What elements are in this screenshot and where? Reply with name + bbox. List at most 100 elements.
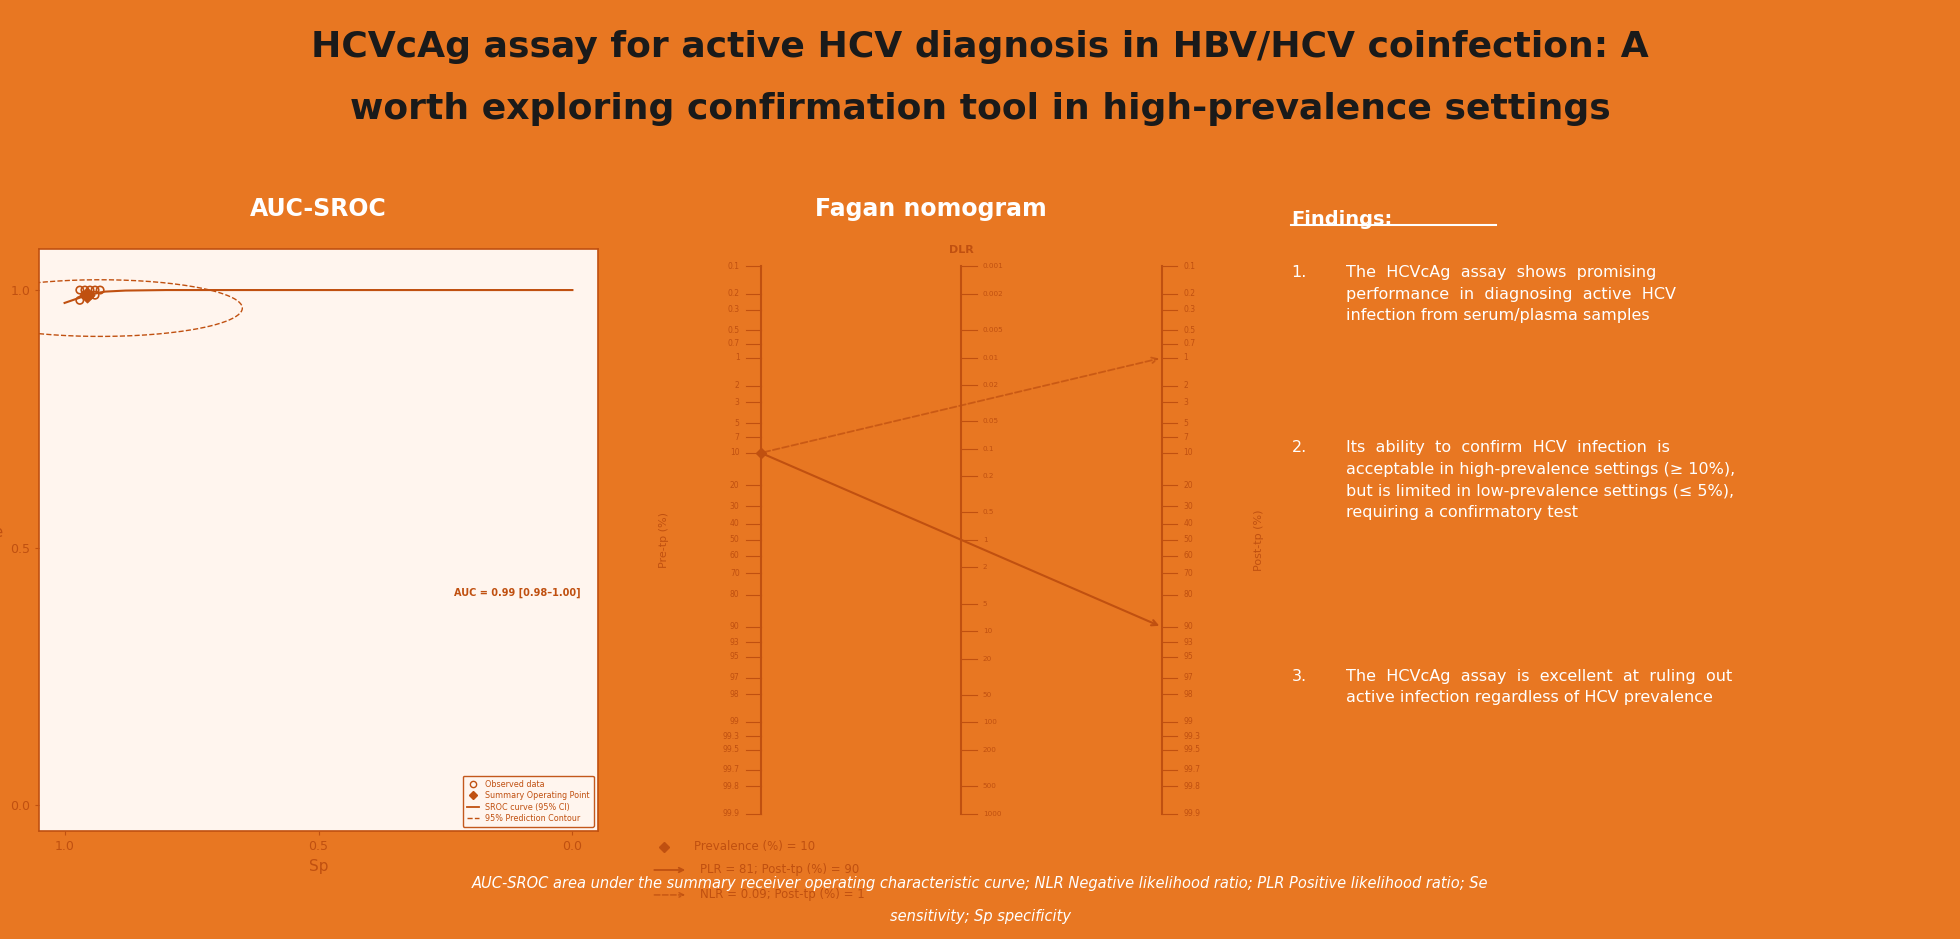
Text: 2: 2 — [735, 381, 739, 391]
Text: 50: 50 — [729, 535, 739, 545]
Text: Findings:: Findings: — [1292, 210, 1394, 229]
Text: 93: 93 — [729, 638, 739, 647]
Text: 50: 50 — [982, 692, 992, 698]
Text: 0.5: 0.5 — [1184, 326, 1196, 334]
Text: 60: 60 — [729, 551, 739, 561]
Text: The  HCVcAg  assay  shows  promising
performance  in  diagnosing  active  HCV
in: The HCVcAg assay shows promising perform… — [1347, 265, 1676, 323]
Text: 1000: 1000 — [982, 810, 1002, 817]
Legend: Observed data, Summary Operating Point, SROC curve (95% CI), 95% Prediction Cont: Observed data, Summary Operating Point, … — [463, 776, 594, 827]
Text: 2: 2 — [1184, 381, 1188, 391]
Text: 99.5: 99.5 — [723, 746, 739, 754]
Text: 1: 1 — [1184, 353, 1188, 362]
Text: 0.02: 0.02 — [982, 382, 1000, 388]
Text: 10: 10 — [729, 449, 739, 457]
Text: 97: 97 — [1184, 673, 1194, 682]
Text: 98: 98 — [729, 689, 739, 699]
Text: 0.3: 0.3 — [727, 305, 739, 315]
Text: 0.002: 0.002 — [982, 291, 1004, 297]
Y-axis label: Se: Se — [0, 525, 4, 540]
Text: worth exploring confirmation tool in high-prevalence settings: worth exploring confirmation tool in hig… — [349, 92, 1611, 126]
Text: Fagan nomogram: Fagan nomogram — [815, 197, 1047, 221]
Text: 100: 100 — [982, 719, 996, 725]
Point — [65, 283, 96, 298]
Text: sensitivity; Sp specificity: sensitivity; Sp specificity — [890, 909, 1070, 924]
Point — [69, 283, 100, 298]
Text: 10: 10 — [982, 628, 992, 634]
Text: 3: 3 — [1184, 398, 1188, 407]
Text: 0.05: 0.05 — [982, 418, 1000, 424]
X-axis label: Sp: Sp — [310, 858, 327, 873]
Text: AUC-SROC area under the summary receiver operating characteristic curve; NLR Neg: AUC-SROC area under the summary receiver… — [472, 876, 1488, 891]
Text: 70: 70 — [729, 569, 739, 578]
Text: 0.5: 0.5 — [727, 326, 739, 334]
Text: 90: 90 — [729, 623, 739, 631]
Text: 0.5: 0.5 — [982, 510, 994, 516]
Text: 99.9: 99.9 — [1184, 809, 1200, 818]
Text: 93: 93 — [1184, 638, 1194, 647]
Text: 60: 60 — [1184, 551, 1194, 561]
Text: Pre-tp (%): Pre-tp (%) — [659, 512, 668, 568]
Text: 99.3: 99.3 — [1184, 731, 1200, 741]
Text: AUC = 0.99 [0.98–1.00]: AUC = 0.99 [0.98–1.00] — [455, 588, 580, 598]
Text: 0.1: 0.1 — [727, 262, 739, 270]
Text: 99.7: 99.7 — [723, 765, 739, 775]
Text: 1: 1 — [982, 537, 988, 543]
Text: 97: 97 — [729, 673, 739, 682]
Point — [84, 283, 116, 298]
Text: 80: 80 — [1184, 591, 1194, 599]
Text: Its  ability  to  confirm  HCV  infection  is
acceptable in high-prevalence sett: Its ability to confirm HCV infection is … — [1347, 440, 1735, 520]
Text: 500: 500 — [982, 783, 996, 789]
Text: DLR: DLR — [949, 245, 974, 254]
Text: 3.: 3. — [1292, 669, 1307, 684]
Text: 0.7: 0.7 — [727, 339, 739, 348]
Text: 2: 2 — [982, 564, 988, 570]
Text: 0.2: 0.2 — [1184, 289, 1196, 299]
Text: 5: 5 — [982, 601, 988, 607]
Text: 20: 20 — [729, 481, 739, 489]
Text: 95: 95 — [729, 652, 739, 661]
Text: 10: 10 — [1184, 449, 1194, 457]
Point — [74, 287, 106, 302]
Text: 99.9: 99.9 — [723, 809, 739, 818]
Text: PLR = 81; Post-tp (%) = 90: PLR = 81; Post-tp (%) = 90 — [700, 864, 858, 876]
Text: 30: 30 — [729, 501, 739, 511]
Text: 0.1: 0.1 — [1184, 262, 1196, 270]
Text: 90: 90 — [1184, 623, 1194, 631]
Text: Post-tp (%): Post-tp (%) — [1254, 509, 1264, 571]
Text: 95: 95 — [1184, 652, 1194, 661]
Point — [65, 293, 96, 308]
Point — [74, 283, 106, 298]
Text: Prevalence (%) = 10: Prevalence (%) = 10 — [694, 840, 815, 854]
Text: 2.: 2. — [1292, 440, 1307, 455]
Text: 0.3: 0.3 — [1184, 305, 1196, 315]
Text: 0.2: 0.2 — [982, 473, 994, 479]
Text: 40: 40 — [1184, 519, 1194, 529]
Text: 40: 40 — [729, 519, 739, 529]
Text: 98: 98 — [1184, 689, 1194, 699]
Point — [80, 287, 112, 302]
Text: 5: 5 — [735, 419, 739, 428]
Text: 99: 99 — [729, 717, 739, 727]
Text: 99: 99 — [1184, 717, 1194, 727]
Text: 70: 70 — [1184, 569, 1194, 578]
Text: 80: 80 — [729, 591, 739, 599]
Text: 99.5: 99.5 — [1184, 746, 1200, 754]
Text: 5: 5 — [1184, 419, 1188, 428]
Text: 200: 200 — [982, 747, 996, 753]
Text: 0.01: 0.01 — [982, 355, 1000, 361]
Text: 1: 1 — [735, 353, 739, 362]
Text: 0.005: 0.005 — [982, 327, 1004, 333]
Text: 99.3: 99.3 — [723, 731, 739, 741]
Text: 3: 3 — [735, 398, 739, 407]
Text: 7: 7 — [1184, 433, 1188, 442]
Text: AUC-SROC: AUC-SROC — [251, 197, 386, 221]
Text: 1.: 1. — [1292, 265, 1307, 280]
Text: 50: 50 — [1184, 535, 1194, 545]
Text: 30: 30 — [1184, 501, 1194, 511]
Text: 20: 20 — [1184, 481, 1194, 489]
Text: HCVcAg assay for active HCV diagnosis in HBV/HCV coinfection: A: HCVcAg assay for active HCV diagnosis in… — [312, 29, 1648, 64]
Text: 99.7: 99.7 — [1184, 765, 1200, 775]
Text: NLR = 0.09; Post-tp (%) = 1: NLR = 0.09; Post-tp (%) = 1 — [700, 888, 864, 901]
Point — [80, 283, 112, 298]
Text: 0.001: 0.001 — [982, 263, 1004, 269]
